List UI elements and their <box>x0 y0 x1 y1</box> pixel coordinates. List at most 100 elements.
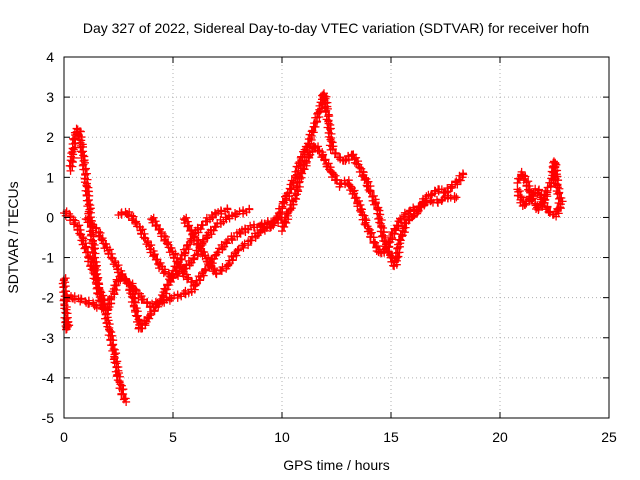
data-point <box>553 183 562 192</box>
data-point <box>384 247 393 256</box>
y-tick-label: -5 <box>42 410 55 426</box>
data-point <box>294 187 303 196</box>
chart-title: Day 327 of 2022, Sidereal Day-to-day VTE… <box>83 20 589 36</box>
data-point <box>549 161 558 170</box>
data-point <box>105 326 114 335</box>
data-point <box>81 243 90 252</box>
data-point <box>527 188 536 197</box>
tick-marks <box>63 56 610 419</box>
data-point <box>524 177 533 186</box>
y-tick-label: -4 <box>42 370 55 386</box>
series-late-cluster <box>513 157 567 221</box>
data-point <box>369 238 378 247</box>
data-point <box>75 229 84 238</box>
y-tick-label: 4 <box>46 49 54 65</box>
data-point <box>88 257 97 266</box>
data-point <box>246 236 255 245</box>
data-point <box>319 93 328 102</box>
data-point <box>304 152 313 161</box>
data-point <box>122 397 131 406</box>
y-tick-label: 2 <box>46 129 54 145</box>
data-point <box>384 238 393 247</box>
data-point <box>300 165 309 174</box>
data-point <box>213 248 222 257</box>
series-descent-to-min <box>60 207 131 406</box>
data-point <box>79 165 88 174</box>
data-point <box>151 255 160 264</box>
data-point <box>129 293 138 302</box>
data-point <box>146 311 155 320</box>
data-point <box>228 256 237 265</box>
data-point <box>364 186 373 195</box>
data-point <box>303 139 312 148</box>
data-point <box>204 253 213 262</box>
data-point <box>150 251 159 260</box>
data-point <box>399 212 408 221</box>
x-tick-label: 15 <box>383 429 399 445</box>
y-tick-label: 3 <box>46 89 54 105</box>
data-point <box>82 182 91 191</box>
data-point <box>450 194 459 203</box>
data-point <box>181 286 190 295</box>
x-axis-label: GPS time / hours <box>283 457 390 473</box>
data-point <box>85 299 94 308</box>
data-point <box>362 181 371 190</box>
data-point <box>344 156 353 165</box>
data-point <box>283 189 292 198</box>
data-point <box>347 150 356 159</box>
data-point <box>520 200 529 209</box>
plot-frame <box>63 56 610 419</box>
data-point <box>320 155 329 164</box>
data-point <box>307 127 316 136</box>
data-point <box>335 182 344 191</box>
data-point <box>118 270 127 279</box>
data-point <box>196 276 205 285</box>
data-point <box>430 186 439 195</box>
x-tick-label: 0 <box>60 429 68 445</box>
data-point <box>162 239 171 248</box>
x-tick-label: 25 <box>601 429 617 445</box>
data-point <box>138 225 147 234</box>
data-point <box>386 231 395 240</box>
data-point <box>120 275 129 284</box>
data-point <box>120 394 129 403</box>
data-point <box>90 269 99 278</box>
data-point <box>136 324 145 333</box>
data-point <box>87 265 96 274</box>
data-point <box>458 169 467 178</box>
data-point <box>77 295 86 304</box>
data-point <box>184 245 193 254</box>
data-point <box>542 186 551 195</box>
data-point <box>236 229 245 238</box>
data-point <box>105 245 114 254</box>
data-point <box>364 177 373 186</box>
data-point <box>97 235 106 244</box>
series-rise-b <box>114 204 254 283</box>
data-point <box>245 205 254 214</box>
data-point <box>393 253 402 262</box>
data-point <box>365 187 374 196</box>
data-point <box>400 208 409 217</box>
x-tick-label: 5 <box>169 429 177 445</box>
data-point <box>198 221 207 230</box>
data-point <box>131 218 140 227</box>
data-point <box>392 221 401 230</box>
series-drop-left <box>58 274 74 334</box>
data-point <box>110 358 119 367</box>
data-point <box>75 135 84 144</box>
data-point <box>76 127 85 136</box>
data-point <box>171 249 180 258</box>
data-point <box>554 199 563 208</box>
data-point <box>139 233 148 242</box>
data-point <box>191 280 200 289</box>
data-point <box>64 317 73 326</box>
data-point <box>166 243 175 252</box>
data-point <box>390 225 399 234</box>
data-point <box>278 222 287 231</box>
y-tick-label: 0 <box>46 209 54 225</box>
data-point <box>216 266 225 275</box>
data-point <box>88 239 97 248</box>
y-tick-label: -2 <box>42 290 55 306</box>
data-point <box>119 390 128 399</box>
